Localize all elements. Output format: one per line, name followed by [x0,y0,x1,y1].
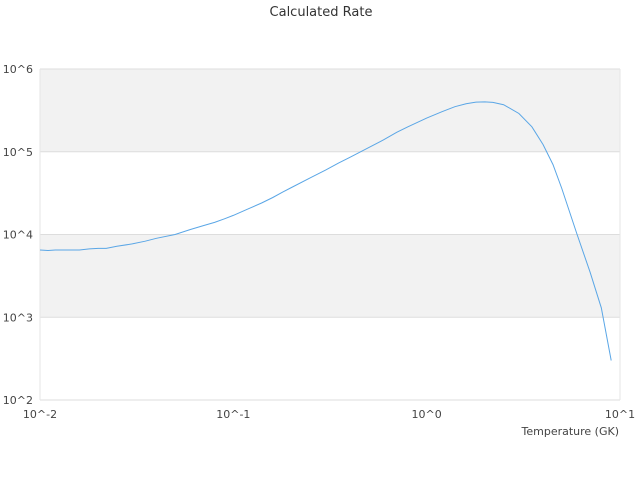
x-axis-label: Temperature (GK) [521,425,620,438]
x-tick-label: 10^0 [412,408,442,421]
grid-bands [40,69,620,318]
x-tick-label: 10^1 [605,408,635,421]
y-tick-labels: 10^2 10^3 10^4 10^5 10^6 [3,63,33,407]
y-tick-label: 10^2 [3,394,33,407]
x-tick-label: 10^-2 [23,408,57,421]
y-tick-label: 10^5 [3,146,33,159]
grid-band [40,234,620,318]
chart-title: Calculated Rate [270,5,373,20]
grid-band [40,69,620,152]
y-tick-label: 10^6 [3,63,33,76]
x-tick-label: 10^-1 [216,408,250,421]
y-gridlines [39,68,621,401]
series-line [39,101,612,361]
y-tick-label: 10^4 [3,229,33,242]
y-tick-label: 10^3 [3,311,33,324]
x-tick-labels: 10^-2 10^-1 10^0 10^1 [23,408,635,421]
